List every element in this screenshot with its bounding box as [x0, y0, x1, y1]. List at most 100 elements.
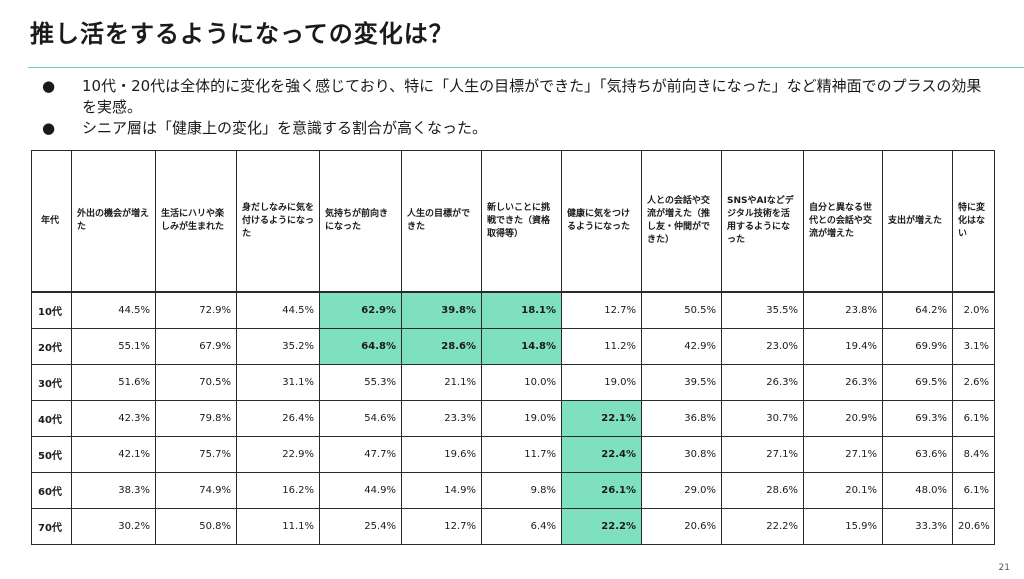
value-cell: 44.5% [236, 291, 320, 329]
value-cell: 51.6% [71, 364, 156, 401]
value-cell: 27.1% [803, 436, 883, 473]
bullet-text: 10代・20代は全体的に変化を強く感じており、特に「人生の目標ができた」「気持ち… [82, 77, 982, 116]
value-cell: 26.3% [721, 364, 804, 401]
value-cell: 23.0% [721, 328, 804, 365]
age-cell: 60代 [31, 472, 72, 509]
value-cell: 30.8% [641, 436, 722, 473]
age-cell: 70代 [31, 508, 72, 545]
value-cell: 10.0% [481, 364, 562, 401]
highlighted-value-cell: 62.9% [319, 291, 402, 329]
highlighted-value-cell: 26.1% [561, 472, 642, 509]
value-cell: 63.6% [882, 436, 953, 473]
age-cell: 20代 [31, 328, 72, 365]
value-cell: 30.7% [721, 400, 804, 437]
table-row: 50代 42.1% 75.7% 22.9% 47.7% 19.6% 11.7% 22.4% 30… [31, 436, 995, 473]
value-cell: 3.1% [952, 328, 995, 365]
value-cell: 20.6% [641, 508, 722, 545]
bullet-list: ● 10代・20代は全体的に変化を強く感じており、特に「人生の目標ができた」「気… [34, 76, 994, 139]
value-cell: 72.9% [155, 291, 237, 329]
value-cell: 12.7% [561, 291, 642, 329]
highlighted-value-cell: 64.8% [319, 328, 402, 365]
column-header: 人生の目標ができた [401, 150, 482, 293]
table-row: 30代 51.6% 70.5% 31.1% 55.3% 21.1% 10.0% 19.0% 39… [31, 364, 995, 401]
value-cell: 35.2% [236, 328, 320, 365]
value-cell: 74.9% [155, 472, 237, 509]
table-row: 70代 30.2% 50.8% 11.1% 25.4% 12.7% 6.4% 22.2% 20.… [31, 508, 995, 545]
value-cell: 6.1% [952, 400, 995, 437]
change-by-age-table: 年代 外出の機会が増えた 生活にハリや楽しみが生まれた 身だしなみに気を付けるようにな… [31, 150, 995, 545]
age-cell: 10代 [31, 291, 72, 329]
bullet-item: ● 10代・20代は全体的に変化を強く感じており、特に「人生の目標ができた」「気… [34, 76, 994, 118]
value-cell: 47.7% [319, 436, 402, 473]
table-body: 10代 44.5% 72.9% 44.5% 62.9% 39.8% 18.1% 12.7% 50… [31, 291, 995, 545]
value-cell: 31.1% [236, 364, 320, 401]
value-cell: 54.6% [319, 400, 402, 437]
column-header: 新しいことに挑戦できた（資格取得等） [481, 150, 562, 293]
bullet-text: シニア層は「健康上の変化」を意識する割合が高くなった。 [82, 119, 488, 137]
slide-title: 推し活をするようになっての変化は？ [30, 20, 454, 48]
value-cell: 69.3% [882, 400, 953, 437]
table-row: 10代 44.5% 72.9% 44.5% 62.9% 39.8% 18.1% 12.7% 50… [31, 291, 995, 329]
column-header: 健康に気をつけるようになった [561, 150, 642, 293]
column-header: 自分と異なる世代との会話や交流が増えた [803, 150, 883, 293]
value-cell: 2.0% [952, 291, 995, 329]
value-cell: 48.0% [882, 472, 953, 509]
value-cell: 36.8% [641, 400, 722, 437]
highlighted-value-cell: 22.2% [561, 508, 642, 545]
value-cell: 69.5% [882, 364, 953, 401]
value-cell: 22.9% [236, 436, 320, 473]
value-cell: 19.6% [401, 436, 482, 473]
value-cell: 2.6% [952, 364, 995, 401]
value-cell: 44.9% [319, 472, 402, 509]
value-cell: 12.7% [401, 508, 482, 545]
value-cell: 38.3% [71, 472, 156, 509]
column-header: 特に変化はない [952, 150, 995, 293]
value-cell: 28.6% [721, 472, 804, 509]
value-cell: 70.5% [155, 364, 237, 401]
highlighted-value-cell: 39.8% [401, 291, 482, 329]
value-cell: 33.3% [882, 508, 953, 545]
bullet-dot-icon: ● [42, 119, 56, 137]
value-cell: 22.2% [721, 508, 804, 545]
value-cell: 11.1% [236, 508, 320, 545]
table-header-row: 年代 外出の機会が増えた 生活にハリや楽しみが生まれた 身だしなみに気を付けるようにな… [31, 150, 995, 293]
value-cell: 26.4% [236, 400, 320, 437]
age-cell: 30代 [31, 364, 72, 401]
title-divider [28, 67, 1024, 68]
value-cell: 6.1% [952, 472, 995, 509]
value-cell: 14.9% [401, 472, 482, 509]
value-cell: 55.1% [71, 328, 156, 365]
value-cell: 79.8% [155, 400, 237, 437]
highlighted-value-cell: 14.8% [481, 328, 562, 365]
table-row: 20代 55.1% 67.9% 35.2% 64.8% 28.6% 14.8% 11.2% 42… [31, 328, 995, 365]
value-cell: 23.8% [803, 291, 883, 329]
value-cell: 19.0% [561, 364, 642, 401]
value-cell: 29.0% [641, 472, 722, 509]
value-cell: 6.4% [481, 508, 562, 545]
value-cell: 20.6% [952, 508, 995, 545]
value-cell: 69.9% [882, 328, 953, 365]
column-header: 人との会話や交流が増えた（推し友・仲間ができた） [641, 150, 722, 293]
value-cell: 11.7% [481, 436, 562, 473]
value-cell: 23.3% [401, 400, 482, 437]
bullet-item: ● シニア層は「健康上の変化」を意識する割合が高くなった。 [34, 118, 994, 139]
table-row: 40代 42.3% 79.8% 26.4% 54.6% 23.3% 19.0% 22.1% 36… [31, 400, 995, 437]
age-cell: 40代 [31, 400, 72, 437]
column-header: SNSやAIなどデジタル技術を活用するようになった [721, 150, 804, 293]
value-cell: 35.5% [721, 291, 804, 329]
column-header: 支出が増えた [882, 150, 953, 293]
value-cell: 20.1% [803, 472, 883, 509]
value-cell: 19.4% [803, 328, 883, 365]
value-cell: 8.4% [952, 436, 995, 473]
value-cell: 67.9% [155, 328, 237, 365]
value-cell: 42.1% [71, 436, 156, 473]
value-cell: 64.2% [882, 291, 953, 329]
value-cell: 42.3% [71, 400, 156, 437]
table-row: 60代 38.3% 74.9% 16.2% 44.9% 14.9% 9.8% 26.1% 29.… [31, 472, 995, 509]
highlighted-value-cell: 28.6% [401, 328, 482, 365]
value-cell: 50.5% [641, 291, 722, 329]
column-header: 生活にハリや楽しみが生まれた [155, 150, 237, 293]
value-cell: 16.2% [236, 472, 320, 509]
value-cell: 39.5% [641, 364, 722, 401]
column-header: 身だしなみに気を付けるようになった [236, 150, 320, 293]
